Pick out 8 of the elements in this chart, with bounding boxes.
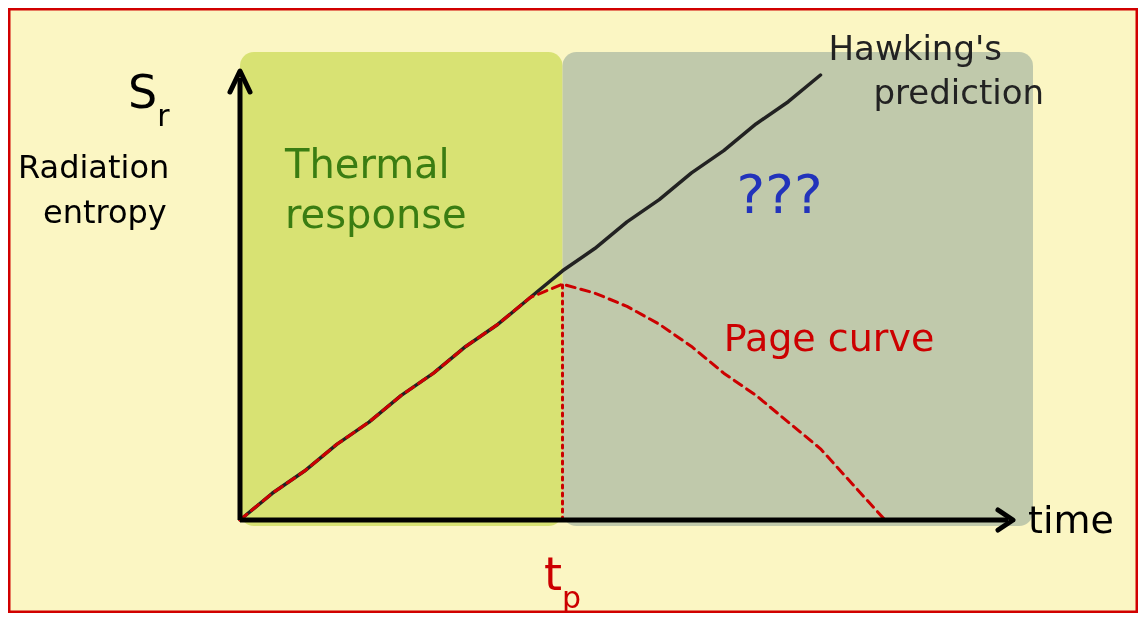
series-label: Hawking's prediction [828, 28, 1045, 112]
annotation: Thermal response [284, 141, 467, 237]
series-label: Page curve [723, 315, 935, 360]
annotation: ??? [736, 163, 823, 226]
text: t$_{p}$ [543, 547, 582, 615]
text: S$_{r}$ [128, 65, 171, 133]
y-axis-title: Radiation entropy [18, 148, 170, 231]
x-axis-title: time [1028, 498, 1114, 542]
